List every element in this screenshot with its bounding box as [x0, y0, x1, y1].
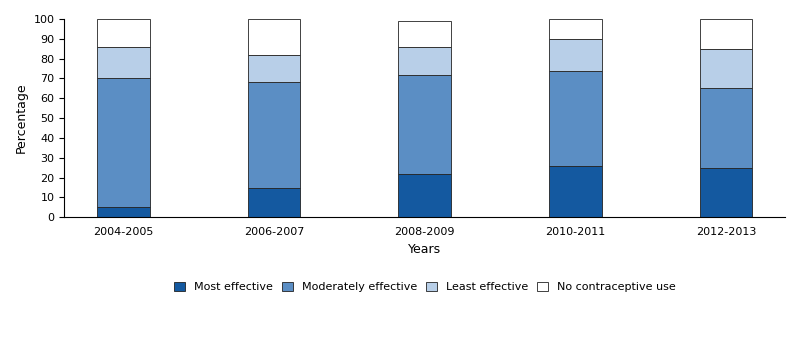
Bar — [97, 19, 150, 47]
Bar — [398, 174, 451, 217]
Bar — [549, 39, 602, 71]
Bar — [549, 71, 602, 166]
Bar — [699, 168, 752, 217]
Bar — [248, 83, 300, 188]
Bar — [398, 47, 451, 75]
Bar — [549, 166, 602, 217]
Bar — [398, 21, 451, 47]
Bar — [699, 88, 752, 168]
Legend: Most effective, Moderately effective, Least effective, No contraceptive use: Most effective, Moderately effective, Le… — [170, 278, 679, 295]
Bar — [97, 79, 150, 207]
Bar — [549, 19, 602, 39]
Bar — [248, 19, 300, 55]
Bar — [398, 75, 451, 174]
X-axis label: Years: Years — [408, 243, 442, 256]
Bar — [97, 47, 150, 79]
Bar — [699, 49, 752, 88]
Bar — [97, 207, 150, 217]
Bar — [699, 19, 752, 49]
Bar — [248, 188, 300, 217]
Y-axis label: Percentage: Percentage — [15, 83, 28, 153]
Bar — [248, 55, 300, 83]
